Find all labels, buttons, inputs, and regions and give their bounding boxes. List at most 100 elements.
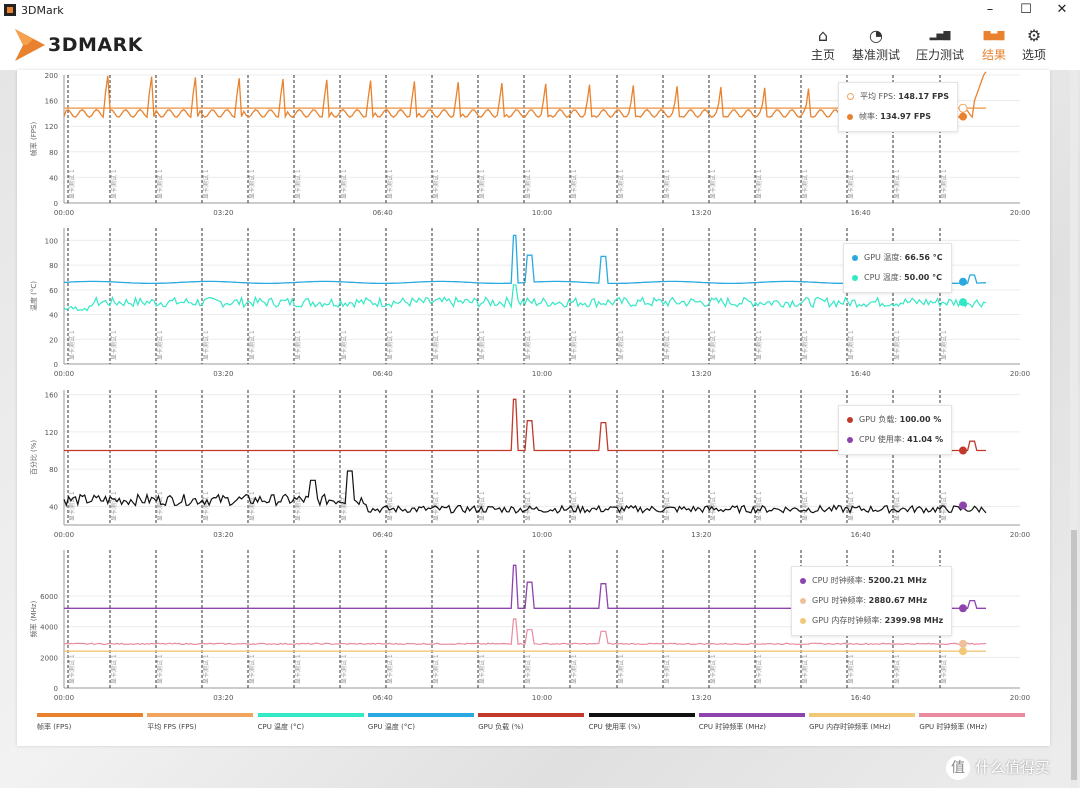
bottom-legend-item[interactable]: 平均 FPS (FPS) — [147, 713, 254, 732]
test-marker-label: 显卡测试 1 — [940, 169, 948, 199]
y-tick-label: 160 — [45, 98, 58, 106]
y-axis-label: 温度 (°C) — [29, 281, 38, 311]
test-marker-label: 显卡测试 1 — [68, 654, 76, 684]
test-marker-label: 显卡测试 1 — [248, 491, 256, 521]
watermark-text: 什么值得买 — [975, 758, 1051, 777]
test-marker-label: 显卡测试 1 — [248, 330, 256, 360]
x-tick-label: 10:00 — [532, 370, 552, 378]
minimize-button[interactable]: – — [986, 2, 994, 17]
legend-series-value: 2880.67 MHz — [868, 596, 928, 605]
gpu-mem-clock-marker-dot — [959, 647, 967, 656]
legend-label: 帧率 (FPS) — [37, 723, 72, 731]
test-marker-label: 显卡测试 1 — [68, 169, 76, 199]
nav-label: 结果 — [981, 48, 1006, 62]
test-marker-label: 显卡测试 1 — [432, 654, 440, 684]
legend-row: GPU 内存时钟频率: 2399.98 MHz — [800, 611, 943, 631]
bottom-legend-item[interactable]: CPU 时钟频率 (MHz) — [698, 713, 805, 732]
legend-series-name: CPU 时钟频率 — [812, 576, 863, 585]
legend-separator: : — [862, 576, 869, 585]
gpu-temp-series — [63, 234, 987, 285]
legend-series-name: CPU 温度 — [864, 273, 899, 282]
bottom-legend-item[interactable]: CPU 温度 (°C) — [257, 713, 364, 732]
test-marker-label: 显卡测试 1 — [893, 169, 901, 199]
test-marker-label: 显卡测试 1 — [432, 169, 440, 199]
test-marker-label: 显卡测试 1 — [386, 169, 394, 199]
test-marker-label: 显卡测试 1 — [432, 330, 440, 360]
bottom-legend-item[interactable]: GPU 内存时钟频率 (MHz) — [809, 713, 916, 732]
x-tick-label: 10:00 — [532, 531, 552, 539]
legend-color-bar — [698, 713, 805, 717]
nav-results[interactable]: ▇▅▇ 结果 — [964, 26, 1024, 63]
legend-separator: : — [893, 92, 899, 101]
y-tick-label: 80 — [49, 466, 58, 474]
avg-fps-marker-dot — [958, 103, 968, 113]
scrollbar[interactable] — [1070, 70, 1078, 788]
y-tick-label: 80 — [49, 149, 58, 157]
legend-series-value: 66.56 °C — [904, 253, 943, 262]
test-marker-label: 显卡测试 1 — [524, 654, 532, 684]
test-marker-label: 显卡测试 1 — [893, 330, 901, 360]
test-marker-label: 显卡测试 1 — [847, 169, 855, 199]
bottom-legend-item[interactable]: GPU 时钟频率 (MHz) — [919, 713, 1026, 732]
watermark-badge: 值 — [946, 756, 970, 780]
legend-separator: : — [863, 596, 869, 605]
cpu-use-series — [63, 470, 987, 515]
bottom-legend-item[interactable]: GPU 负载 (%) — [478, 713, 585, 732]
legend-row: GPU 时钟频率: 2880.67 MHz — [800, 591, 943, 611]
legend-row: 平均 FPS: 148.17 FPS — [847, 87, 949, 107]
test-marker-label: 显卡测试 1 — [524, 330, 532, 360]
legend-color-bar — [919, 713, 1026, 717]
bottom-legend-item[interactable]: 帧率 (FPS) — [37, 713, 143, 732]
y-axis-label: 频率 (MHz) — [29, 600, 38, 637]
maximize-button[interactable]: ☐ — [1020, 2, 1032, 17]
gpu-load-marker-dot — [959, 446, 967, 455]
test-marker-label: 显卡测试 1 — [617, 330, 625, 360]
gear-icon: ⚙ — [1026, 26, 1042, 45]
nav-label: 选项 — [1021, 48, 1046, 62]
x-tick-label: 20:00 — [1010, 531, 1030, 539]
close-button[interactable]: ✕ — [1056, 2, 1068, 17]
nav-benchmark[interactable]: ◔ 基准测试 — [846, 26, 906, 63]
window-title: 3DMark — [21, 4, 64, 17]
test-marker-label: 显卡测试 1 — [478, 330, 486, 360]
bottom-legend-item[interactable]: GPU 温度 (°C) — [367, 713, 474, 732]
test-marker-label: 显卡测试 1 — [663, 654, 671, 684]
test-marker-label: 显卡测试 1 — [755, 169, 763, 199]
legend-label: 平均 FPS (FPS) — [147, 723, 197, 731]
x-tick-label: 16:40 — [851, 370, 871, 378]
test-marker-label: 显卡测试 1 — [156, 491, 164, 521]
legend-series-name: 平均 FPS — [860, 92, 894, 101]
x-tick-label: 06:40 — [373, 370, 393, 378]
test-marker-label: 显卡测试 1 — [801, 169, 809, 199]
test-marker-label: 显卡测试 1 — [617, 654, 625, 684]
y-tick-label: 60 — [49, 287, 58, 295]
scrollbar-thumb[interactable] — [1071, 530, 1077, 780]
test-marker-label: 显卡测试 1 — [709, 654, 717, 684]
test-marker-label: 显卡测试 1 — [893, 491, 901, 521]
x-tick-label: 03:20 — [213, 370, 233, 378]
legend-series-name: CPU 使用率 — [859, 435, 902, 444]
nav-label: 压力测试 — [915, 48, 964, 62]
test-marker-label: 显卡测试 1 — [110, 491, 118, 521]
test-marker-label: 显卡测试 1 — [801, 654, 809, 684]
test-marker-label: 显卡测试 1 — [847, 491, 855, 521]
legend-color-bar — [147, 713, 254, 717]
test-marker-label: 显卡测试 1 — [340, 169, 348, 199]
test-marker-label: 显卡测试 1 — [110, 654, 118, 684]
nav-home[interactable]: ⌂ 主页 — [793, 26, 853, 63]
legend-label: CPU 时钟频率 (MHz) — [698, 723, 766, 731]
legend-color-bar — [588, 713, 695, 717]
test-marker-label: 显卡测试 1 — [801, 491, 809, 521]
test-marker-label: 显卡测试 1 — [755, 330, 763, 360]
test-marker-label: 显卡测试 1 — [801, 330, 809, 360]
x-tick-label: 16:40 — [851, 531, 871, 539]
test-marker-label: 显卡测试 1 — [202, 491, 210, 521]
bottom-legend-item[interactable]: CPU 使用率 (%) — [588, 713, 695, 732]
test-marker-label: 显卡测试 1 — [68, 330, 76, 360]
nav-stress-test[interactable]: ▂▅▇ 压力测试 — [910, 26, 970, 63]
legend-separator: : — [898, 273, 905, 282]
test-marker-label: 显卡测试 1 — [340, 330, 348, 360]
y-axis-label: 百分比 (%) — [29, 440, 38, 476]
nav-options[interactable]: ⚙ 选项 — [1004, 26, 1064, 63]
legend-label: GPU 内存时钟频率 (MHz) — [809, 723, 891, 731]
